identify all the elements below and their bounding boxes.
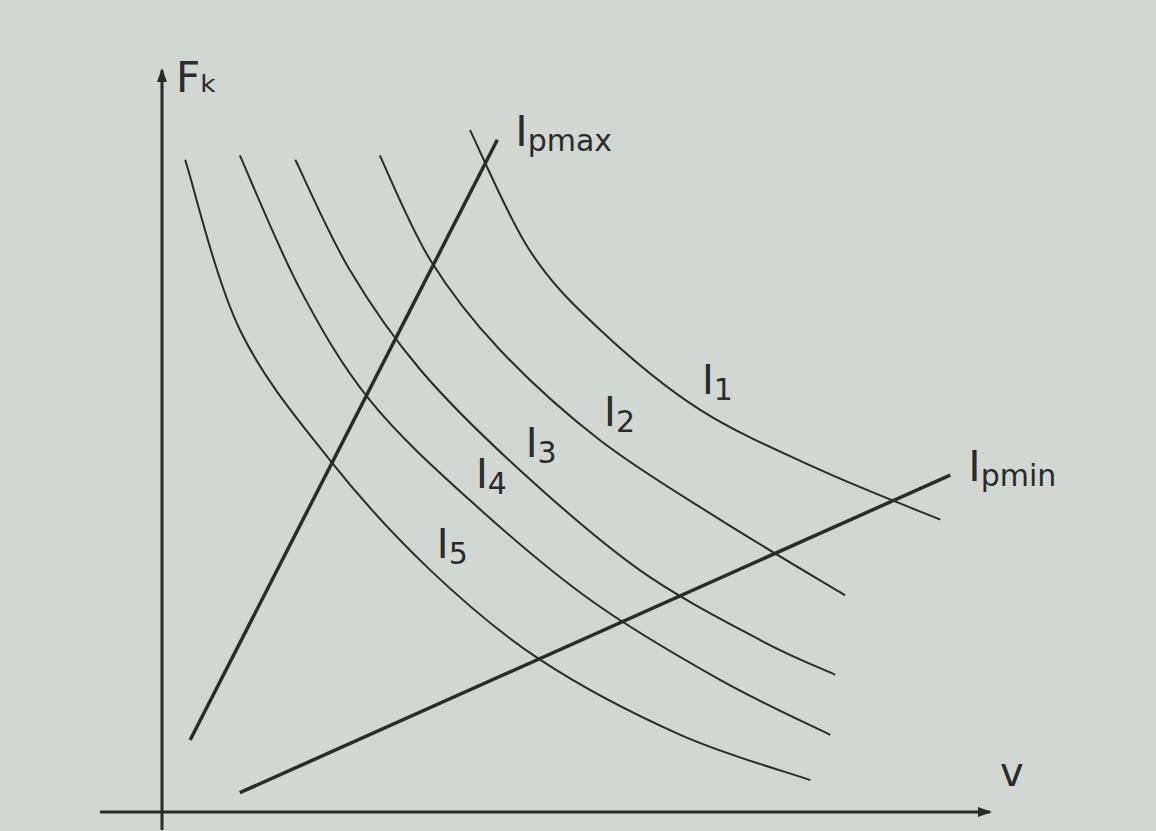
- curve: [240, 475, 950, 793]
- series-label: I3: [526, 420, 557, 470]
- curve: [295, 160, 835, 675]
- x-axis: [100, 811, 990, 814]
- labels: I1 I2 I3 I4I5 Ipmax Ipmin: [437, 106, 1056, 570]
- series-label: I5: [437, 521, 468, 571]
- curve: [470, 130, 940, 520]
- y-axis: [161, 70, 164, 830]
- series-label: Ipmin: [968, 442, 1056, 493]
- series-label: I1: [702, 357, 733, 407]
- curve: [185, 160, 810, 780]
- series-label: Ipmax: [515, 106, 612, 157]
- curves: [185, 130, 950, 793]
- series-label: I2: [604, 389, 635, 439]
- x-axis-label: v: [1000, 749, 1024, 795]
- curve: [190, 140, 497, 740]
- chart: I1 I2 I3 I4I5 Ipmax Ipmin Fₖ v: [0, 0, 1156, 831]
- curve: [240, 155, 830, 735]
- series-label: I4: [476, 451, 507, 501]
- y-axis-label: Fₖ: [176, 53, 218, 102]
- curve: [380, 155, 845, 595]
